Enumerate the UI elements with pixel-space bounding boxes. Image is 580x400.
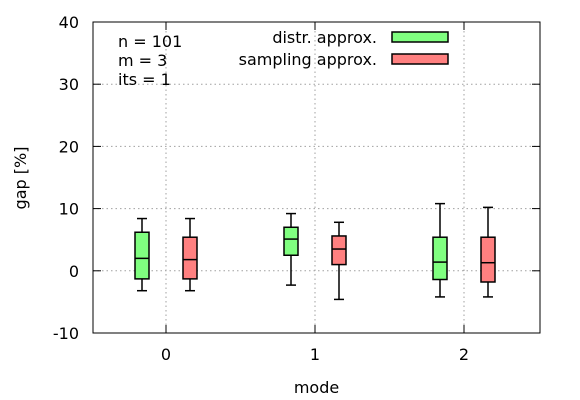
box-iqr [331,235,347,266]
box-sampling-mode-0 [182,217,198,292]
y-tick-label: 40 [59,13,79,32]
x-tick-label: 0 [161,345,171,364]
box-sampling-mode-1 [331,221,347,301]
box-distr-mode-2 [432,202,448,298]
y-tick-label: 0 [69,262,79,281]
x-axis-label: mode [294,378,339,397]
annotation-line: its = 1 [118,70,171,89]
plot-frame [92,21,541,334]
y-tick-label: 10 [59,200,79,219]
y-axis-label: gap [%] [11,147,30,210]
legend-swatch [391,53,449,65]
tick-layer: -10 0 10 20 30 40 0 1 2 [53,13,540,364]
y-tick-label: 30 [59,75,79,94]
box-distr-mode-0 [134,217,150,292]
x-tick-label: 1 [310,345,320,364]
box-layer [134,202,496,301]
y-tick-label: 20 [59,137,79,156]
legend-swatch [391,31,449,43]
box-iqr [134,231,150,280]
legend-label: distr. approx. [272,28,377,47]
annotation-line: n = 101 [118,32,182,51]
box-distr-mode-1 [283,212,299,286]
legend: distr. approx. sampling approx. [239,28,449,69]
box-iqr [432,236,448,281]
box-iqr [182,236,198,280]
y-tick-label: -10 [53,324,79,343]
annotation-line: m = 3 [118,51,167,70]
x-tick-label: 2 [459,345,469,364]
box-iqr [283,226,299,256]
box-sampling-mode-2 [480,206,496,298]
legend-label: sampling approx. [239,50,377,69]
box-iqr [480,236,496,283]
